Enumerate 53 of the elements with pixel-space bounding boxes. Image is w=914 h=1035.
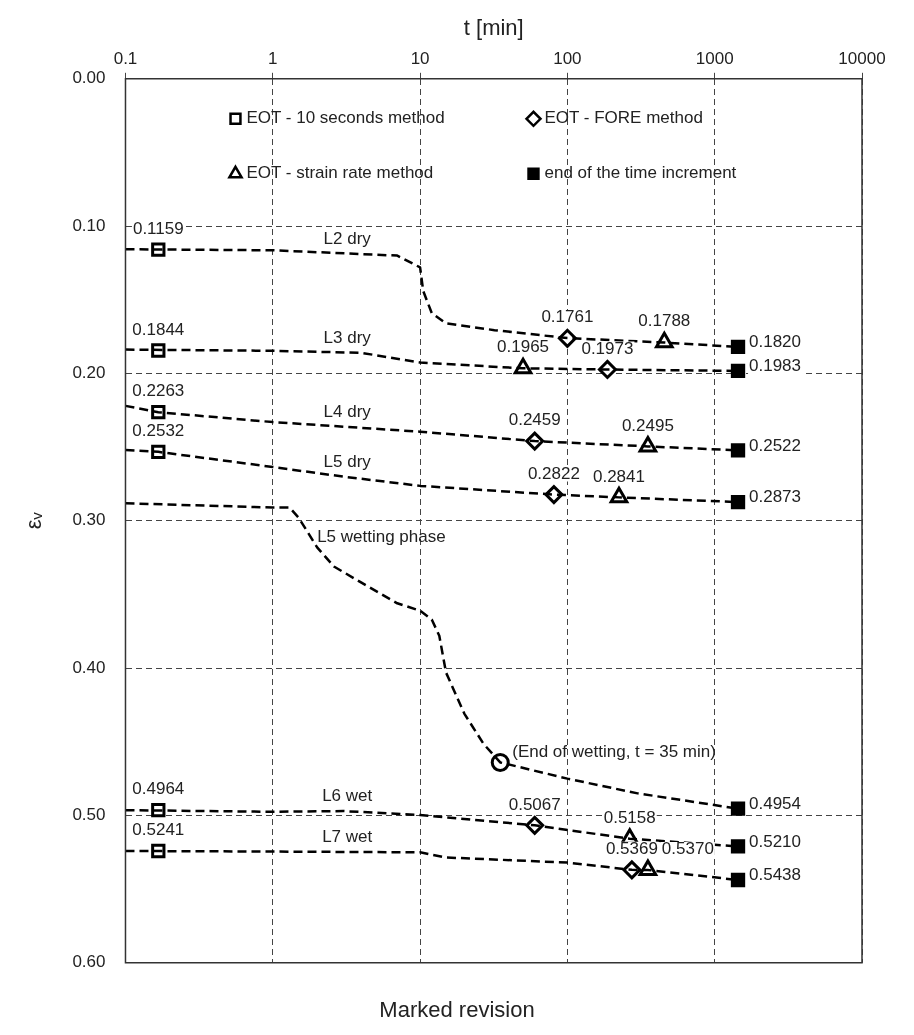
y-tick-label: 0.40: [72, 657, 106, 677]
data-label: 0.4954: [749, 793, 802, 813]
data-label: 0.1820: [749, 332, 802, 352]
legend-label: EOT - FORE method: [544, 108, 703, 128]
data-label: 0.2495: [621, 415, 674, 435]
series-label: L7 wet: [322, 827, 373, 847]
y-tick-label: 0.30: [72, 510, 106, 530]
data-label: 0.2822: [527, 463, 580, 483]
data-label: 0.5210: [749, 831, 802, 851]
data-label: 0.1965: [497, 337, 550, 357]
data-label: 0.2532: [132, 421, 185, 441]
series-label: L2 dry: [323, 228, 372, 248]
y-axis-title: εᵥ: [21, 511, 47, 530]
data-label: 0.1844: [132, 319, 185, 339]
legend-label: EOT - strain rate method: [246, 163, 434, 183]
x-tick-label: 10: [410, 49, 430, 69]
data-label: 0.1761: [541, 307, 594, 327]
text: Marked revision: [378, 997, 536, 1023]
data-label: 0.5241: [132, 820, 185, 840]
series-label: L5 wetting phase: [317, 527, 446, 547]
data-label: 0.1788: [638, 311, 691, 331]
x-tick-label: 100: [553, 49, 582, 69]
series-label: L6 wet: [322, 786, 373, 806]
legend-label: end of the time increment: [544, 163, 737, 183]
data-label: 0.4964: [132, 779, 185, 799]
y-tick-label: 0.10: [72, 215, 106, 235]
y-tick-label: 0.50: [72, 805, 106, 825]
annotation: (End of wetting, t = 35 min): [512, 741, 716, 761]
y-tick-label: 0.00: [72, 68, 106, 88]
data-label: 0.1159: [132, 218, 184, 238]
data-label: 0.5067: [508, 794, 561, 814]
data-label: 0.2263: [132, 381, 185, 401]
y-tick-label: 0.60: [72, 952, 106, 972]
x-tick-label: 1000: [695, 49, 734, 69]
data-label: 0.2522: [749, 435, 802, 455]
data-label: 0.2841: [592, 466, 645, 486]
series-label: L3 dry: [323, 327, 372, 347]
data-label: 0.2459: [508, 410, 561, 430]
legend-label: EOT - 10 seconds method: [246, 108, 445, 128]
data-label: 0.5438: [749, 865, 802, 885]
data-label: 0.1983: [749, 356, 802, 376]
data-label: 0.5369: [605, 839, 658, 859]
data-label: 0.5158: [603, 807, 656, 827]
x-tick-label: 10000: [838, 49, 886, 69]
y-tick-label: 0.20: [72, 363, 106, 383]
x-tick-label: 1: [268, 49, 278, 69]
series-label: L5 dry: [323, 452, 372, 472]
data-label: 0.5370: [661, 839, 714, 859]
data-label: 0.2873: [749, 487, 802, 507]
x-axis-title: t [min]: [463, 15, 524, 41]
series-label: L4 dry: [323, 402, 372, 422]
data-label: 0.1973: [581, 338, 634, 358]
x-tick-label: 0.1: [113, 49, 138, 69]
